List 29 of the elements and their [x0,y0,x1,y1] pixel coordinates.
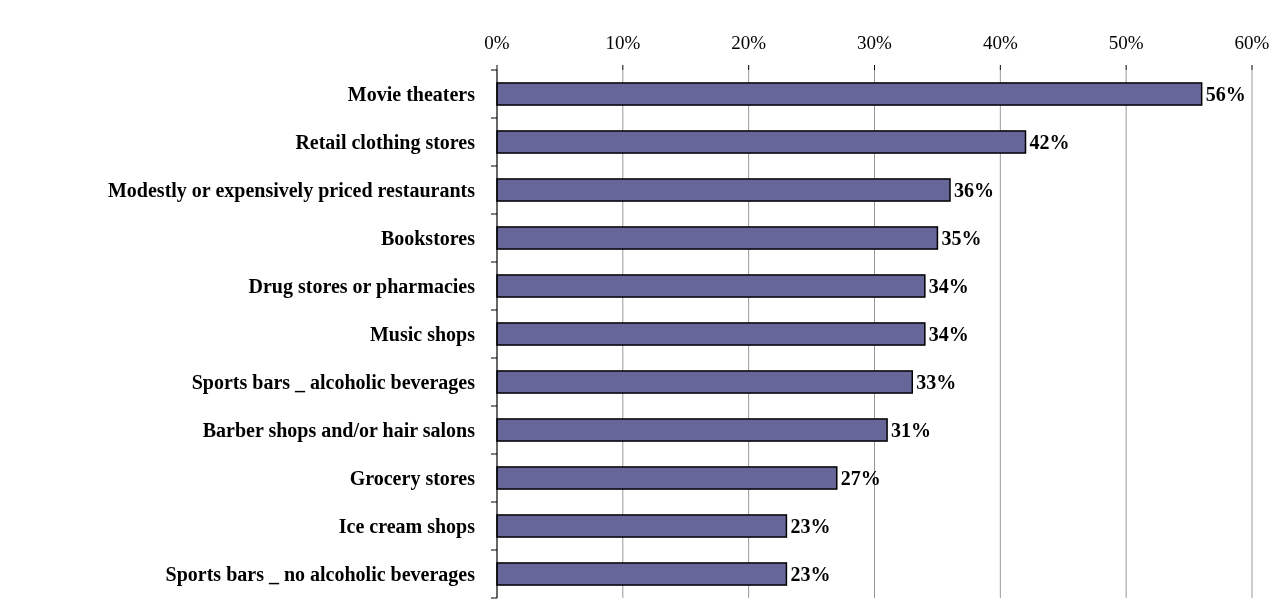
x-tick-label: 30% [857,32,893,53]
y-tick-label: Movie theaters [347,83,476,105]
data-label: 31% [891,419,932,441]
x-tick-label: 60% [1234,32,1270,53]
y-tick-label: Music shops [369,323,476,346]
y-tick-label: Barber shops and/or hair salons [202,419,476,442]
y-tick-label: Sports bars _ alcoholic beverages [191,371,476,394]
x-tick-label: 40% [982,32,1018,53]
data-label: 27% [840,467,881,489]
x-tick-label: 20% [731,32,767,53]
data-label: 36% [954,179,994,201]
x-tick-label: 0% [484,32,510,53]
data-label: 23% [790,563,831,585]
x-tick-label: 50% [1108,32,1144,53]
y-tick-label: Sports bars _ no alcoholic beverages [165,563,476,586]
y-tick-label: Grocery stores [349,467,476,490]
data-label: 34% [928,275,969,297]
data-label: 42% [1029,131,1070,153]
y-tick-label: Ice cream shops [338,515,476,538]
data-label: 35% [941,227,982,249]
y-tick-label: Drug stores or pharmacies [248,275,476,298]
y-tick-label: Bookstores [380,227,476,249]
data-label: 56% [1205,83,1246,105]
data-label: 23% [790,515,831,537]
y-tick-label: Retail clothing stores [295,131,476,154]
data-label: 34% [928,323,969,345]
y-tick-label: Modestly or expensively priced restaurants [107,179,476,202]
x-tick-label: 10% [605,32,641,53]
data-label: 33% [916,371,957,393]
